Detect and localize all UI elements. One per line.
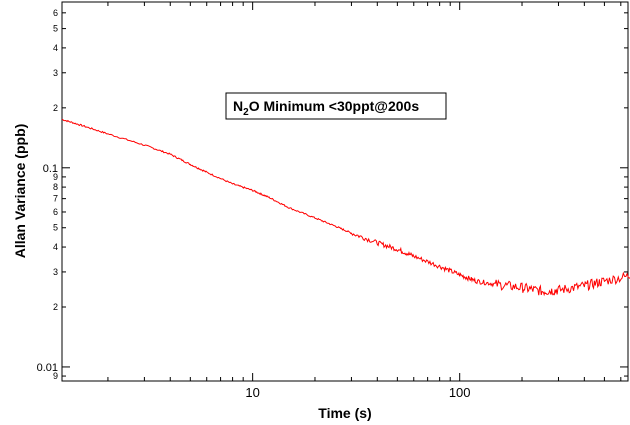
y-minor-tick-label: 3 [53,267,58,277]
y-minor-tick-label: 6 [53,207,58,217]
y-minor-tick-label: 6 [53,8,58,18]
y-minor-tick-label: 3 [53,68,58,78]
x-tick-label: 10 [245,385,259,400]
y-axis-title: Allan Variance (ppb) [12,124,28,259]
x-axis-title: Time (s) [318,405,371,421]
x-tick-label: 100 [449,385,471,400]
annotation-text-before: N [233,98,243,114]
y-minor-tick-label: 5 [53,223,58,233]
y-minor-tick-label: 8 [53,182,58,192]
y-minor-tick-label: 2 [53,302,58,312]
y-minor-tick-label: 5 [53,24,58,34]
y-minor-tick-label: 9 [53,172,58,182]
annotation-text-after: O Minimum <30ppt@200s [249,98,420,114]
y-tick-label: 0.1 [43,163,58,175]
axis-ticks [62,2,628,381]
series-line [61,118,630,297]
series-layer [61,118,630,297]
annotation-border [225,92,447,120]
y-minor-tick-label: 4 [53,43,58,53]
y-minor-tick-label: 2 [53,103,58,113]
annotation-box: N2O Minimum <30ppt@200s [225,92,447,120]
annotation-subscript: 2 [243,107,249,118]
annotation-label: N2O Minimum <30ppt@200s [233,98,419,118]
plot-frame [61,1,629,382]
y-minor-tick-label: 4 [53,242,58,252]
y-tick-label: 0.01 [37,362,58,374]
y-minor-tick-label: 7 [53,194,58,204]
y-minor-tick-label: 9 [53,371,58,381]
